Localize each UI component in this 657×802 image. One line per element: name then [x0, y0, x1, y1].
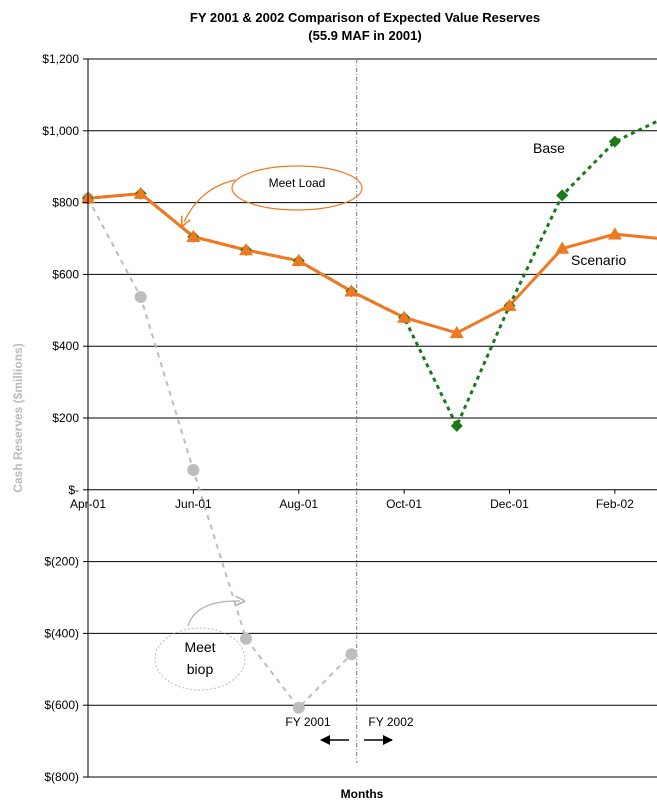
- y-tick-label-6: $-: [68, 483, 79, 497]
- series-2-point-4: [292, 701, 305, 714]
- series-1-point-7: [450, 419, 463, 432]
- fy-2001-label: FY 2001: [285, 715, 330, 729]
- series-0-point-3: [239, 242, 254, 256]
- y-tick-label-0: $1,200: [42, 52, 79, 66]
- series-2-point-5: [345, 648, 358, 661]
- meet-load-oval: [231, 165, 363, 211]
- series-1-point-10: [608, 135, 621, 148]
- series-0-point-9: [555, 241, 570, 254]
- series-0-point-4: [291, 253, 306, 267]
- meet-biop-arrow: [187, 601, 240, 627]
- legend-label-base: Base: [533, 140, 565, 156]
- meet-load-arrow: [184, 179, 236, 222]
- x-tick-label-0: Apr-01: [70, 497, 106, 511]
- chart-title: FY 2001 & 2002 Comparison of Expected Va…: [190, 10, 540, 25]
- axis-layer: $1,200 $1,000 $800 $600 $400 $200 $- $(200) $(40…: [42, 52, 634, 784]
- y-tick-label-8: $(400): [44, 626, 79, 640]
- series-2-point-3: [240, 632, 253, 645]
- x-tick-label-3: Oct-01: [386, 497, 422, 511]
- annotation-meet-load: Meet Load: [184, 165, 363, 222]
- series-2-point-1: [134, 291, 147, 304]
- x-tick-label-2: Aug-01: [279, 497, 318, 511]
- meet-biop-line2: biop: [187, 661, 214, 677]
- series-layer: [81, 119, 657, 714]
- meet-biop-oval: [154, 627, 246, 691]
- series-line-2: [87, 197, 353, 710]
- y-tick-label-2: $800: [52, 196, 79, 210]
- annotation-meet-biop: Meet biop: [154, 601, 246, 691]
- grid-layer: [88, 58, 657, 778]
- y-tick-label-5: $200: [52, 411, 79, 425]
- series-0-point-7: [449, 325, 464, 339]
- chart-subtitle: (55.9 MAF in 2001): [308, 28, 421, 43]
- x-tick-label-5: Feb-02: [596, 497, 634, 511]
- y-axis-label: Cash Reserves ($millions): [11, 343, 25, 492]
- series-0-point-5: [344, 284, 359, 297]
- series-line-1: [87, 119, 657, 430]
- y-tick-label-4: $400: [52, 339, 79, 353]
- x-axis-label: Months: [341, 787, 384, 801]
- y-tick-label-9: $(600): [44, 698, 79, 712]
- meet-load-text: Meet Load: [269, 176, 326, 190]
- y-tick-label-7: $(200): [44, 555, 79, 569]
- series-0-point-2: [186, 229, 201, 242]
- y-tick-label-10: $(800): [44, 770, 79, 784]
- series-1-point-9: [556, 189, 569, 202]
- x-tick-label-4: Dec-01: [490, 497, 529, 511]
- meet-biop-line1: Meet: [184, 639, 215, 655]
- fy-2002-label: FY 2002: [368, 715, 413, 729]
- series-0-point-1: [133, 186, 148, 199]
- x-tick-label-1: Jun-01: [175, 497, 212, 511]
- legend-label-scenario: Scenario: [571, 252, 626, 268]
- series-2-point-2: [187, 464, 200, 477]
- series-0-point-8: [502, 298, 517, 311]
- series-0-point-10: [607, 227, 622, 240]
- y-tick-label-3: $600: [52, 267, 79, 281]
- series-line-0: [87, 192, 657, 335]
- y-tick-label-1: $1,000: [42, 124, 79, 138]
- series-0-point-6: [397, 310, 412, 323]
